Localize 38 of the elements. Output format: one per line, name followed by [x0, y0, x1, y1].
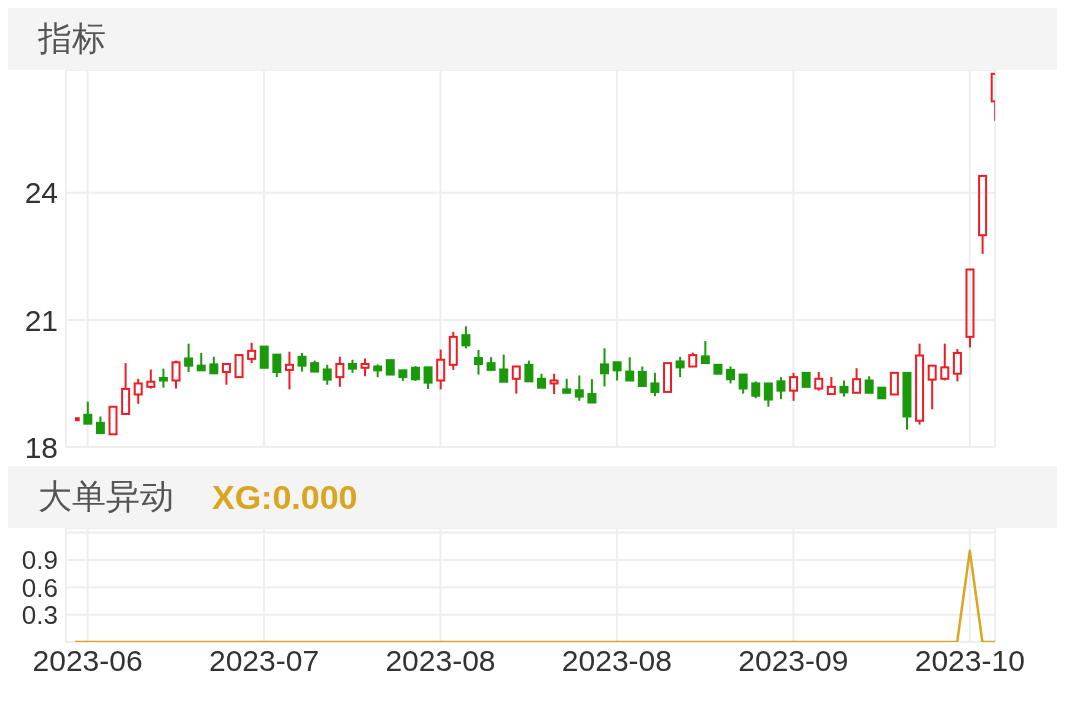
candlestick	[259, 345, 269, 369]
candlestick	[902, 371, 912, 431]
x-tick-label: 2023-06	[32, 644, 143, 678]
candlestick	[801, 371, 811, 388]
candlestick	[221, 362, 231, 386]
candlestick	[700, 340, 710, 365]
candlestick	[612, 361, 622, 382]
x-tick-label: 2023-08	[385, 644, 496, 678]
candlestick	[713, 363, 723, 375]
y-tick-label: 24	[24, 176, 58, 210]
text: XG:0.000	[212, 477, 358, 517]
candlestick	[877, 386, 887, 400]
candlestick	[121, 362, 131, 415]
candlestick	[625, 356, 635, 382]
y-tick-label: 18	[24, 430, 58, 464]
candlestick	[511, 365, 521, 395]
candlestick	[83, 400, 93, 425]
candlestick	[196, 351, 206, 372]
candlestick	[852, 367, 862, 394]
candlestick	[663, 362, 673, 393]
y-tick-label: 21	[24, 303, 58, 337]
candlestick	[978, 174, 988, 255]
candlestick	[284, 350, 294, 391]
chart-title: 大单异动	[38, 476, 174, 517]
x-tick-label: 2023-09	[738, 644, 849, 678]
candlestick	[826, 376, 836, 396]
candlestick	[889, 371, 899, 396]
candlestick	[108, 405, 118, 436]
candlestick	[234, 354, 244, 379]
x-tick-label: 2023-07	[208, 644, 320, 678]
candlestick	[839, 379, 849, 398]
candlestick	[587, 378, 597, 404]
candlestick	[600, 347, 610, 388]
chart-title: 指标	[38, 18, 106, 59]
x-tick-label: 2023-10	[914, 644, 1025, 678]
candlestick	[385, 359, 395, 376]
x-tick-label: 2023-08	[561, 644, 672, 678]
candlestick	[927, 364, 937, 411]
